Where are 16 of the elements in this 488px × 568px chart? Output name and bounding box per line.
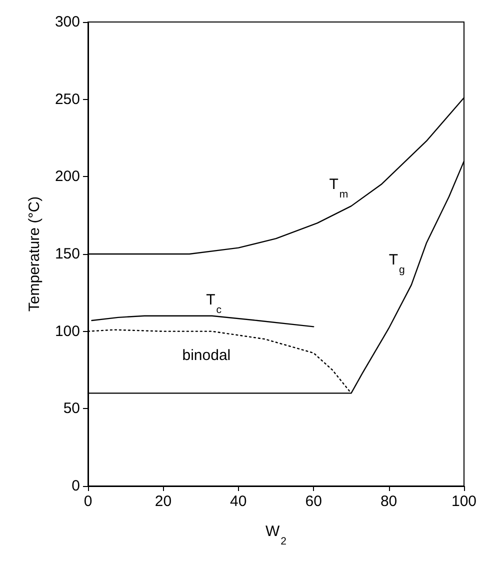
- y-tick-label: 250: [54, 90, 80, 108]
- x-tick-label: 20: [154, 493, 172, 510]
- x-tick-label: 40: [230, 493, 247, 510]
- y-tick-label: 0: [72, 478, 80, 494]
- x-tick-label: 0: [84, 493, 92, 510]
- x-tick-label: 100: [451, 493, 477, 510]
- series-label: binodal: [182, 346, 231, 364]
- y-tick-label: 200: [54, 168, 80, 186]
- y-tick-label: 50: [63, 400, 80, 418]
- line-series: [91, 315, 314, 328]
- y-axis-title: Temperature (°C): [26, 196, 43, 312]
- y-tick-label: 300: [54, 14, 80, 30]
- x-tick-label: 80: [380, 493, 398, 510]
- y-tick-label: 150: [54, 246, 80, 262]
- x-tick-label: 60: [305, 493, 322, 510]
- y-tick-label: 100: [54, 322, 80, 340]
